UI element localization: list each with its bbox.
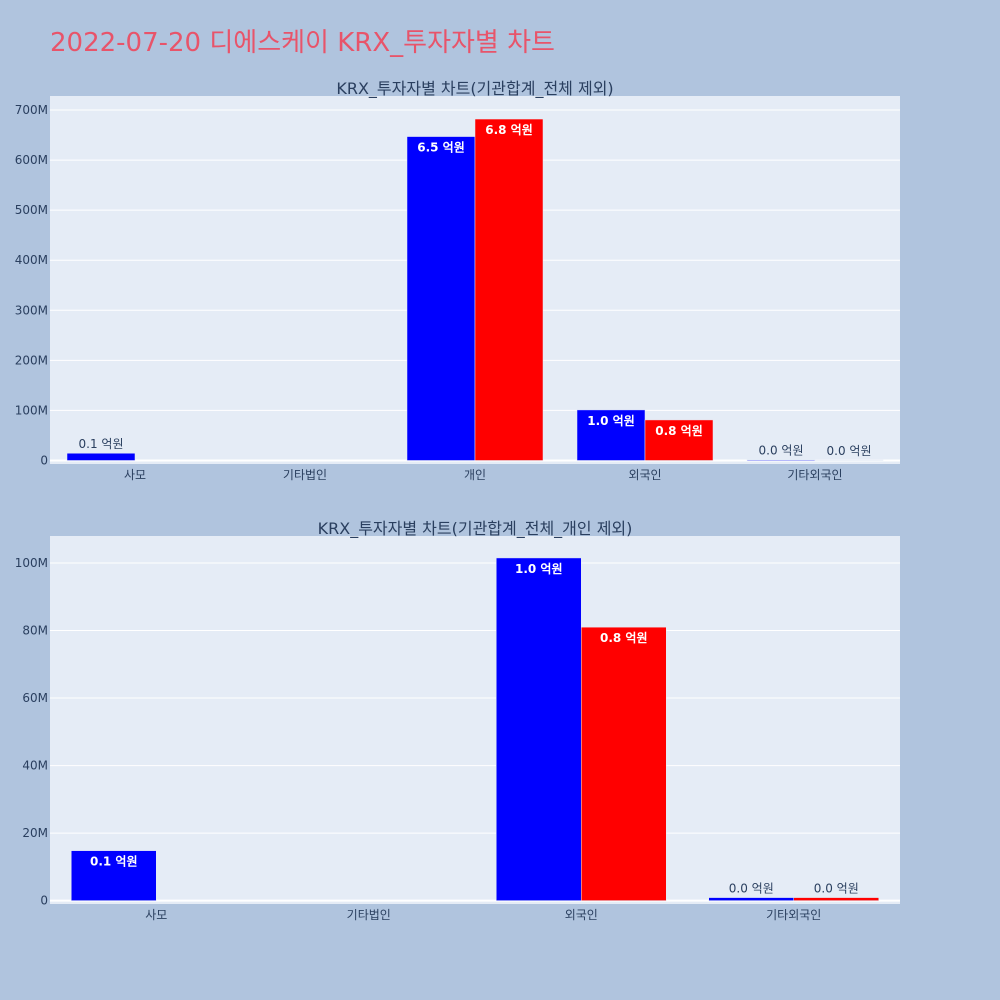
x-tick-label: 외국인 (565, 908, 598, 922)
y-tick-label: 400M (15, 253, 48, 267)
chart-investor-excl-institution: 0 100M 200M 300M 400M 500M 600M 700M 사모 기타법인 개인 외국인… (15, 79, 900, 482)
y-tick-label: 100M (15, 403, 48, 417)
x-tick-label: 기타외국인 (766, 908, 821, 922)
chart-investor-excl-institution-individual: 0 20M 40M 60M 80M 100M 사모 기타법인 외국인 기타외국인 0.1 억원 1.0… (15, 519, 900, 922)
x-tick-label: 기타법인 (347, 908, 391, 922)
chart-title: KRX_투자자별 차트(기관합계_전체 제외) (336, 79, 613, 99)
x-tick-label: 사모 (145, 908, 167, 922)
y-tick-label: 80M (22, 624, 48, 638)
x-tick-label: 사모 (124, 468, 146, 482)
y-tick-label: 600M (15, 153, 48, 167)
y-tick-label: 40M (22, 759, 48, 773)
plot-area (50, 536, 900, 904)
x-tick-label: 개인 (464, 468, 486, 482)
data-label: 0.1 억원 (90, 855, 138, 869)
x-tick-label: 기타외국인 (787, 468, 842, 482)
y-tick-label: 60M (22, 691, 48, 705)
data-label: 0.1 억원 (79, 437, 124, 451)
x-tick-label: 기타법인 (283, 468, 327, 482)
y-tick-label: 200M (15, 353, 48, 367)
data-label: 0.0 억원 (729, 882, 774, 896)
bar (746, 459, 816, 461)
y-tick-label: 500M (15, 203, 48, 217)
bar (474, 118, 544, 461)
bar (644, 419, 714, 461)
y-tick-label: 20M (22, 826, 48, 840)
bar (496, 557, 582, 901)
y-tick-label: 300M (15, 303, 48, 317)
y-tick-label: 100M (15, 556, 48, 570)
bar (814, 459, 884, 461)
bar (708, 897, 794, 901)
bar (71, 850, 157, 901)
data-label: 1.0 억원 (515, 562, 563, 576)
bar (793, 897, 879, 901)
data-label: 0.0 억원 (814, 882, 859, 896)
data-label: 1.0 억원 (587, 414, 635, 428)
chart-title: KRX_투자자별 차트(기관합계_전체_개인 제외) (318, 519, 633, 539)
y-tick-label: 0 (40, 453, 48, 467)
bar (581, 626, 667, 901)
y-tick-label: 0 (40, 894, 48, 908)
y-tick-label: 700M (15, 103, 48, 117)
data-label: 0.8 억원 (600, 631, 648, 645)
data-label: 0.8 억원 (655, 424, 703, 438)
bar (66, 452, 136, 461)
page-title: 2022-07-20 디에스케이 KRX_투자자별 차트 (50, 28, 555, 58)
data-label: 6.5 억원 (417, 141, 465, 155)
x-tick-label: 외국인 (628, 468, 661, 482)
data-label: 6.8 억원 (485, 123, 533, 137)
bar (406, 136, 476, 461)
data-label: 0.0 억원 (827, 444, 872, 458)
data-label: 0.0 억원 (759, 444, 804, 458)
